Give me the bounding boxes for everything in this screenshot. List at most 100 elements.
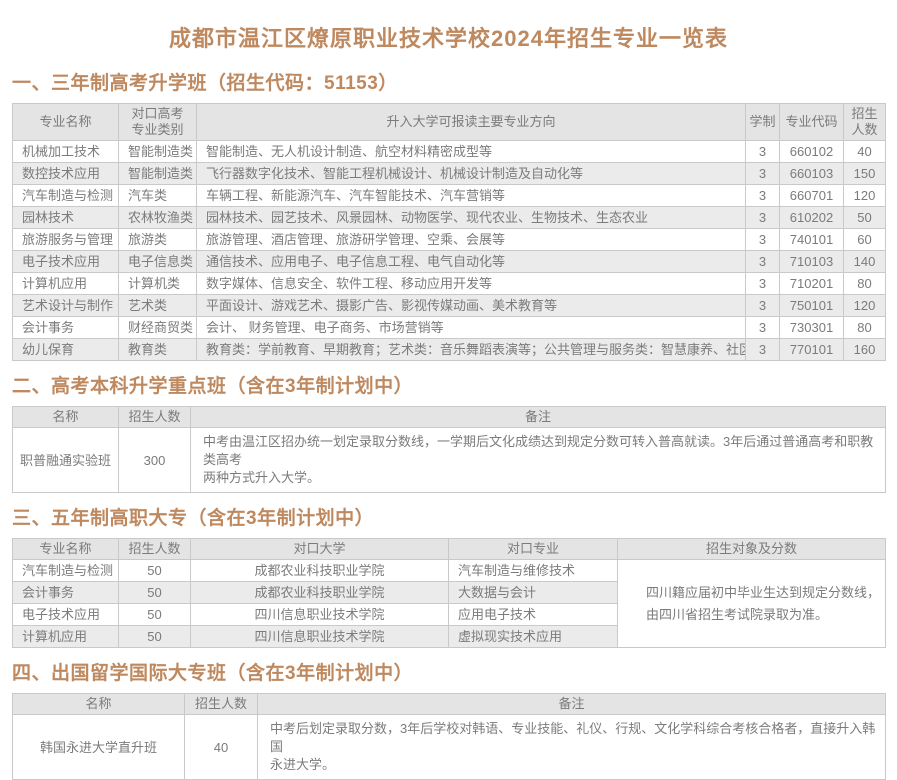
category-cell: 财经商贸类: [118, 316, 197, 339]
class-name-cell: 韩国永进大学直升班: [12, 714, 185, 780]
category-cell: 电子信息类: [118, 250, 197, 273]
duration-cell: 3: [745, 184, 780, 207]
major-name-cell: 幼儿保育: [12, 338, 119, 361]
major-name-cell: 电子技术应用: [12, 250, 119, 273]
directions-cell: 智能制造、无人机设计制造、航空材料精密成型等: [196, 140, 746, 163]
major-name-cell: 计算机应用: [12, 625, 119, 648]
enrollment-cell: 120: [843, 294, 886, 317]
three-year-class-table: 专业名称 对口高考 专业类别 升入大学可报读主要专业方向 学制 专业代码 招生 …: [12, 103, 886, 361]
column-header-enrollment: 招生人数: [118, 538, 191, 560]
major-name-cell: 会计事务: [12, 316, 119, 339]
directions-cell: 通信技术、应用电子、电子信息工程、电气自动化等: [196, 250, 746, 273]
duration-cell: 3: [745, 316, 780, 339]
category-cell: 艺术类: [118, 294, 197, 317]
section-1-heading: 一、三年制高考升学班（招生代码：51153）: [12, 73, 398, 94]
enrollment-cell: 120: [843, 184, 886, 207]
enrollment-cell: 50: [843, 206, 886, 229]
column-header-enrollment: 招生人数: [118, 406, 191, 428]
page-title: 成都市温江区燎原职业技术学校2024年招生专业一览表: [169, 26, 728, 51]
column-header-class-name: 名称: [12, 406, 119, 428]
table-row: 机械加工技术 智能制造类 智能制造、无人机设计制造、航空材料精密成型等 3 66…: [12, 140, 886, 163]
enrollment-cell: 150: [843, 162, 886, 185]
directions-cell: 园林技术、园艺技术、风景园林、动物医学、现代农业、生物技术、生态农业: [196, 206, 746, 229]
category-cell: 教育类: [118, 338, 197, 361]
major-name-cell: 电子技术应用: [12, 603, 119, 626]
column-header-duration: 学制: [745, 103, 780, 141]
column-header-enrollment: 招生人数: [184, 693, 258, 715]
column-header-remark: 备注: [190, 406, 886, 428]
college-cell: 四川信息职业技术学院: [190, 603, 449, 626]
major-name-cell: 园林技术: [12, 206, 119, 229]
directions-cell: 数字媒体、信息安全、软件工程、移动应用开发等: [196, 272, 746, 295]
enrollment-cell: 60: [843, 228, 886, 251]
column-header-major-name: 专业名称: [12, 103, 119, 141]
directions-cell: 飞行器数字化技术、智能工程机械设计、机械设计制造及自动化等: [196, 162, 746, 185]
column-header-exam-category: 对口高考 专业类别: [118, 103, 197, 141]
column-header-class-name: 名称: [12, 693, 185, 715]
section-3-heading: 三、五年制高职大专（含在3年制计划中）: [12, 508, 375, 529]
duration-cell: 3: [745, 228, 780, 251]
table-header-row: 名称 招生人数 备注: [12, 406, 886, 428]
section-2-heading: 二、高考本科升学重点班（含在3年制计划中）: [12, 376, 414, 397]
table-row: 数控技术应用 智能制造类 飞行器数字化技术、智能工程机械设计、机械设计制造及自动…: [12, 162, 886, 185]
table-header-row: 专业名称 招生人数 对口大学 对口专业 招生对象及分数: [12, 538, 886, 560]
column-header-remark: 备注: [257, 693, 886, 715]
major-code-cell: 660102: [779, 140, 844, 163]
enrollment-cell: 160: [843, 338, 886, 361]
table-row: 韩国永进大学直升班 40 中考后划定录取分数，3年后学校对韩语、专业技能、礼仪、…: [12, 714, 886, 780]
partner-major-cell: 汽车制造与维修技术: [448, 559, 618, 582]
duration-cell: 3: [745, 338, 780, 361]
table-row: 会计事务 财经商贸类 会计、 财务管理、电子商务、市场营销等 3 730301 …: [12, 316, 886, 339]
column-header-major-code: 专业代码: [779, 103, 844, 141]
category-cell: 农林牧渔类: [118, 206, 197, 229]
duration-cell: 3: [745, 162, 780, 185]
enrollment-cell: 50: [118, 603, 191, 626]
column-header-major-name: 专业名称: [12, 538, 119, 560]
major-code-cell: 610202: [779, 206, 844, 229]
column-header-enrollment: 招生 人数: [843, 103, 886, 141]
category-cell: 智能制造类: [118, 162, 197, 185]
column-header-target-and-score: 招生对象及分数: [617, 538, 886, 560]
enrollment-cell: 40: [843, 140, 886, 163]
class-name-cell: 职普融通实验班: [12, 427, 119, 493]
enrollment-cell: 50: [118, 581, 191, 604]
major-name-cell: 汽车制造与检测: [12, 184, 119, 207]
major-name-cell: 机械加工技术: [12, 140, 119, 163]
duration-cell: 3: [745, 272, 780, 295]
table-row: 职普融通实验班 300 中考由温江区招办统一划定录取分数线，一学期后文化成绩达到…: [12, 427, 886, 493]
enrollment-cell: 40: [184, 714, 258, 780]
section-4-heading: 四、出国留学国际大专班（含在3年制计划中）: [12, 663, 414, 684]
major-name-cell: 汽车制造与检测: [12, 559, 119, 582]
duration-cell: 3: [745, 206, 780, 229]
major-code-cell: 710201: [779, 272, 844, 295]
directions-cell: 教育类：学前教育、早期教育；艺术类：音乐舞蹈表演等；公共管理与服务类：智慧康养、…: [196, 338, 746, 361]
table-row: 旅游服务与管理 旅游类 旅游管理、酒店管理、旅游研学管理、空乘、会展等 3 74…: [12, 228, 886, 251]
enrollment-cell: 50: [118, 625, 191, 648]
major-name-cell: 会计事务: [12, 581, 119, 604]
table-row: 电子技术应用 电子信息类 通信技术、应用电子、电子信息工程、电气自动化等 3 7…: [12, 250, 886, 273]
category-cell: 旅游类: [118, 228, 197, 251]
duration-cell: 3: [745, 294, 780, 317]
partner-major-cell: 虚拟现实技术应用: [448, 625, 618, 648]
directions-cell: 旅游管理、酒店管理、旅游研学管理、空乘、会展等: [196, 228, 746, 251]
table-row: 汽车制造与检测 汽车类 车辆工程、新能源汽车、汽车智能技术、汽车营销等 3 66…: [12, 184, 886, 207]
major-name-cell: 旅游服务与管理: [12, 228, 119, 251]
five-year-college-table: 专业名称 招生人数 对口大学 对口专业 招生对象及分数 汽车制造与检测 50 成…: [12, 538, 886, 648]
major-code-cell: 770101: [779, 338, 844, 361]
college-cell: 成都农业科技职业学院: [190, 581, 449, 604]
partner-major-cell: 应用电子技术: [448, 603, 618, 626]
category-cell: 汽车类: [118, 184, 197, 207]
major-code-cell: 660701: [779, 184, 844, 207]
category-cell: 智能制造类: [118, 140, 197, 163]
table-row: 电子技术应用 50 四川信息职业技术学院 应用电子技术: [12, 603, 886, 626]
directions-cell: 平面设计、游戏艺术、摄影广告、影视传媒动画、美术教育等: [196, 294, 746, 317]
table-row: 计算机应用 计算机类 数字媒体、信息安全、软件工程、移动应用开发等 3 7102…: [12, 272, 886, 295]
major-code-cell: 730301: [779, 316, 844, 339]
partner-major-cell: 大数据与会计: [448, 581, 618, 604]
table-row: 艺术设计与制作 艺术类 平面设计、游戏艺术、摄影广告、影视传媒动画、美术教育等 …: [12, 294, 886, 317]
table-row: 园林技术 农林牧渔类 园林技术、园艺技术、风景园林、动物医学、现代农业、生物技术…: [12, 206, 886, 229]
enrollment-cell: 80: [843, 316, 886, 339]
target-score-note-cell: 四川籍应届初中毕业生达到规定分数线， 由四川省招生考试院录取为准。: [617, 559, 886, 648]
category-cell: 计算机类: [118, 272, 197, 295]
remark-cell: 中考后划定录取分数，3年后学校对韩语、专业技能、礼仪、行规、文化学科综合考核合格…: [257, 714, 886, 780]
